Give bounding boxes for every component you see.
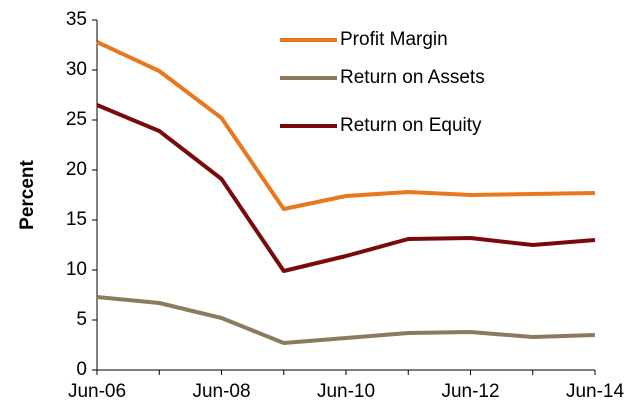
y-tick-label: 20 — [66, 159, 87, 180]
y-tick-label: 35 — [66, 9, 87, 30]
series-line — [96, 295, 596, 345]
y-tick-label: 0 — [76, 359, 87, 380]
y-tick-label: 25 — [66, 109, 87, 130]
series-line — [96, 40, 596, 211]
x-tick-label: Jun-06 — [68, 381, 126, 402]
legend-label: Return on Equity — [340, 115, 482, 136]
x-tick-label: Jun-14 — [566, 381, 625, 402]
y-tick-label: 30 — [66, 59, 87, 80]
legend-label: Profit Margin — [340, 29, 448, 50]
y-tick-label: 10 — [66, 259, 87, 280]
y-tick-label: 5 — [76, 309, 87, 330]
series-line — [96, 103, 596, 273]
legend-label: Return on Assets — [340, 67, 485, 88]
x-tick-label: Jun-08 — [192, 381, 250, 402]
y-axis-label: Percent — [17, 159, 38, 229]
x-tick-label: Jun-12 — [441, 381, 499, 402]
y-tick-label: 15 — [66, 209, 87, 230]
x-tick-label: Jun-10 — [317, 381, 375, 402]
